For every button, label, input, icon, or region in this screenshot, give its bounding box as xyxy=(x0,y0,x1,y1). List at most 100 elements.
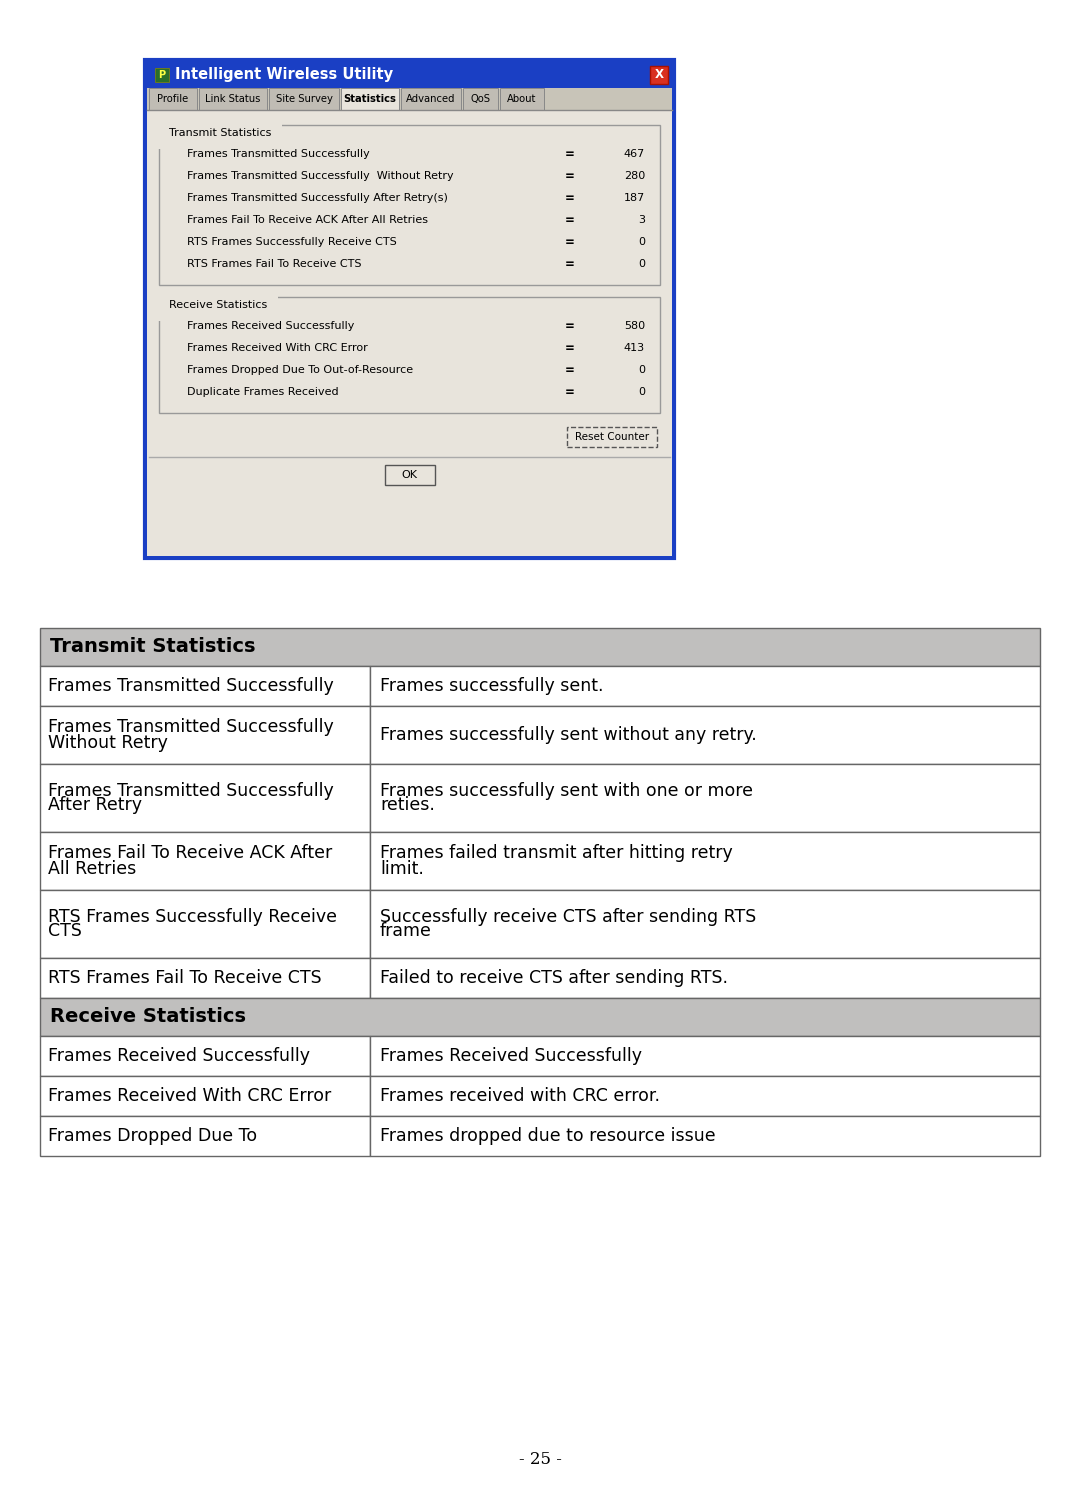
Text: 413: 413 xyxy=(624,343,645,354)
Text: =: = xyxy=(565,364,575,376)
Bar xyxy=(269,88,339,110)
Bar xyxy=(159,125,660,285)
Text: Frames Received Successfully: Frames Received Successfully xyxy=(380,1048,642,1065)
Text: Frames failed transmit after hitting retry: Frames failed transmit after hitting ret… xyxy=(380,844,732,862)
Bar xyxy=(40,764,370,832)
Text: Frames received with CRC error.: Frames received with CRC error. xyxy=(380,1086,660,1106)
Bar xyxy=(370,1116,1040,1156)
Text: Link Status: Link Status xyxy=(205,94,260,104)
Bar xyxy=(199,88,267,110)
Text: CTS: CTS xyxy=(48,923,82,941)
Bar xyxy=(40,629,1040,666)
Bar xyxy=(370,764,1040,832)
Text: =: = xyxy=(565,214,575,226)
Text: Duplicate Frames Received: Duplicate Frames Received xyxy=(187,386,339,397)
Text: Receive Statistics: Receive Statistics xyxy=(50,1008,246,1027)
Bar xyxy=(40,890,370,958)
Text: Frames Transmitted Successfully: Frames Transmitted Successfully xyxy=(48,782,334,799)
Text: 3: 3 xyxy=(638,215,645,224)
Text: =: = xyxy=(565,169,575,183)
Text: Profile: Profile xyxy=(158,94,189,104)
Bar xyxy=(147,62,672,556)
Bar xyxy=(40,1076,370,1116)
Bar xyxy=(145,59,674,559)
Text: Receive Statistics: Receive Statistics xyxy=(168,300,267,311)
Text: Frames Received Successfully: Frames Received Successfully xyxy=(48,1048,310,1065)
Text: =: = xyxy=(565,257,575,270)
Bar xyxy=(40,958,370,999)
Text: 0: 0 xyxy=(638,366,645,374)
Text: Frames successfully sent without any retry.: Frames successfully sent without any ret… xyxy=(380,727,757,744)
Text: 280: 280 xyxy=(624,171,645,181)
Text: QoS: QoS xyxy=(471,94,490,104)
Text: =: = xyxy=(565,319,575,333)
Bar xyxy=(40,1116,370,1156)
Text: Intelligent Wireless Utility: Intelligent Wireless Utility xyxy=(175,67,393,83)
Text: Failed to receive CTS after sending RTS.: Failed to receive CTS after sending RTS. xyxy=(380,969,728,987)
Bar xyxy=(40,832,370,890)
Text: 0: 0 xyxy=(638,259,645,269)
Text: Frames successfully sent.: Frames successfully sent. xyxy=(380,678,604,695)
Text: P: P xyxy=(159,70,165,80)
Text: Frames Transmitted Successfully: Frames Transmitted Successfully xyxy=(48,678,334,695)
Bar xyxy=(370,1076,1040,1116)
Text: Transmit Statistics: Transmit Statistics xyxy=(50,637,256,657)
Bar xyxy=(40,666,370,706)
Text: 0: 0 xyxy=(638,386,645,397)
Text: Frames Received With CRC Error: Frames Received With CRC Error xyxy=(187,343,368,354)
Text: Frames Fail To Receive ACK After: Frames Fail To Receive ACK After xyxy=(48,844,333,862)
Text: Frames Transmitted Successfully: Frames Transmitted Successfully xyxy=(48,719,334,737)
Text: About: About xyxy=(508,94,537,104)
Bar xyxy=(370,706,1040,764)
Text: Without Retry: Without Retry xyxy=(48,734,167,752)
Text: Advanced: Advanced xyxy=(406,94,456,104)
Bar xyxy=(341,88,399,110)
Bar xyxy=(370,666,1040,706)
Text: X: X xyxy=(654,68,663,82)
Bar xyxy=(650,65,669,85)
Text: Frames successfully sent with one or more: Frames successfully sent with one or mor… xyxy=(380,782,753,799)
Text: Statistics: Statistics xyxy=(343,94,396,104)
Text: Frames Received Successfully: Frames Received Successfully xyxy=(187,321,354,331)
Bar xyxy=(159,297,660,413)
Text: Successfully receive CTS after sending RTS: Successfully receive CTS after sending R… xyxy=(380,908,756,926)
Text: Frames Fail To Receive ACK After All Retries: Frames Fail To Receive ACK After All Ret… xyxy=(187,215,428,224)
Bar xyxy=(147,88,672,110)
Bar xyxy=(384,465,434,484)
Text: Frames Transmitted Successfully: Frames Transmitted Successfully xyxy=(187,149,369,159)
Text: 0: 0 xyxy=(638,236,645,247)
Text: frame: frame xyxy=(380,923,432,941)
Text: RTS Frames Successfully Receive CTS: RTS Frames Successfully Receive CTS xyxy=(187,236,396,247)
Bar xyxy=(40,1036,370,1076)
Bar xyxy=(500,88,544,110)
Text: =: = xyxy=(565,342,575,355)
Bar xyxy=(370,832,1040,890)
Text: - 25 -: - 25 - xyxy=(518,1452,562,1468)
Bar xyxy=(567,426,657,447)
Text: =: = xyxy=(565,147,575,160)
Bar xyxy=(370,1036,1040,1076)
Text: =: = xyxy=(565,235,575,248)
Bar xyxy=(40,706,370,764)
Text: =: = xyxy=(565,385,575,398)
Bar xyxy=(370,890,1040,958)
Text: Transmit Statistics: Transmit Statistics xyxy=(168,128,271,138)
Text: Frames Dropped Due To: Frames Dropped Due To xyxy=(48,1126,257,1146)
Bar xyxy=(401,88,461,110)
Text: =: = xyxy=(565,192,575,205)
Text: Frames Dropped Due To Out-of-Resource: Frames Dropped Due To Out-of-Resource xyxy=(187,366,414,374)
Bar xyxy=(463,88,498,110)
Text: All Retries: All Retries xyxy=(48,859,136,878)
Text: Frames Transmitted Successfully After Retry(s): Frames Transmitted Successfully After Re… xyxy=(187,193,448,204)
Text: After Retry: After Retry xyxy=(48,796,141,814)
Text: RTS Frames Fail To Receive CTS: RTS Frames Fail To Receive CTS xyxy=(48,969,322,987)
Text: 467: 467 xyxy=(624,149,645,159)
Bar xyxy=(156,68,168,82)
Text: RTS Frames Fail To Receive CTS: RTS Frames Fail To Receive CTS xyxy=(187,259,362,269)
Text: Site Survey: Site Survey xyxy=(275,94,333,104)
Bar xyxy=(147,62,672,88)
Bar xyxy=(149,88,197,110)
Bar xyxy=(370,958,1040,999)
Text: Reset Counter: Reset Counter xyxy=(575,432,649,441)
Text: Frames Transmitted Successfully  Without Retry: Frames Transmitted Successfully Without … xyxy=(187,171,454,181)
